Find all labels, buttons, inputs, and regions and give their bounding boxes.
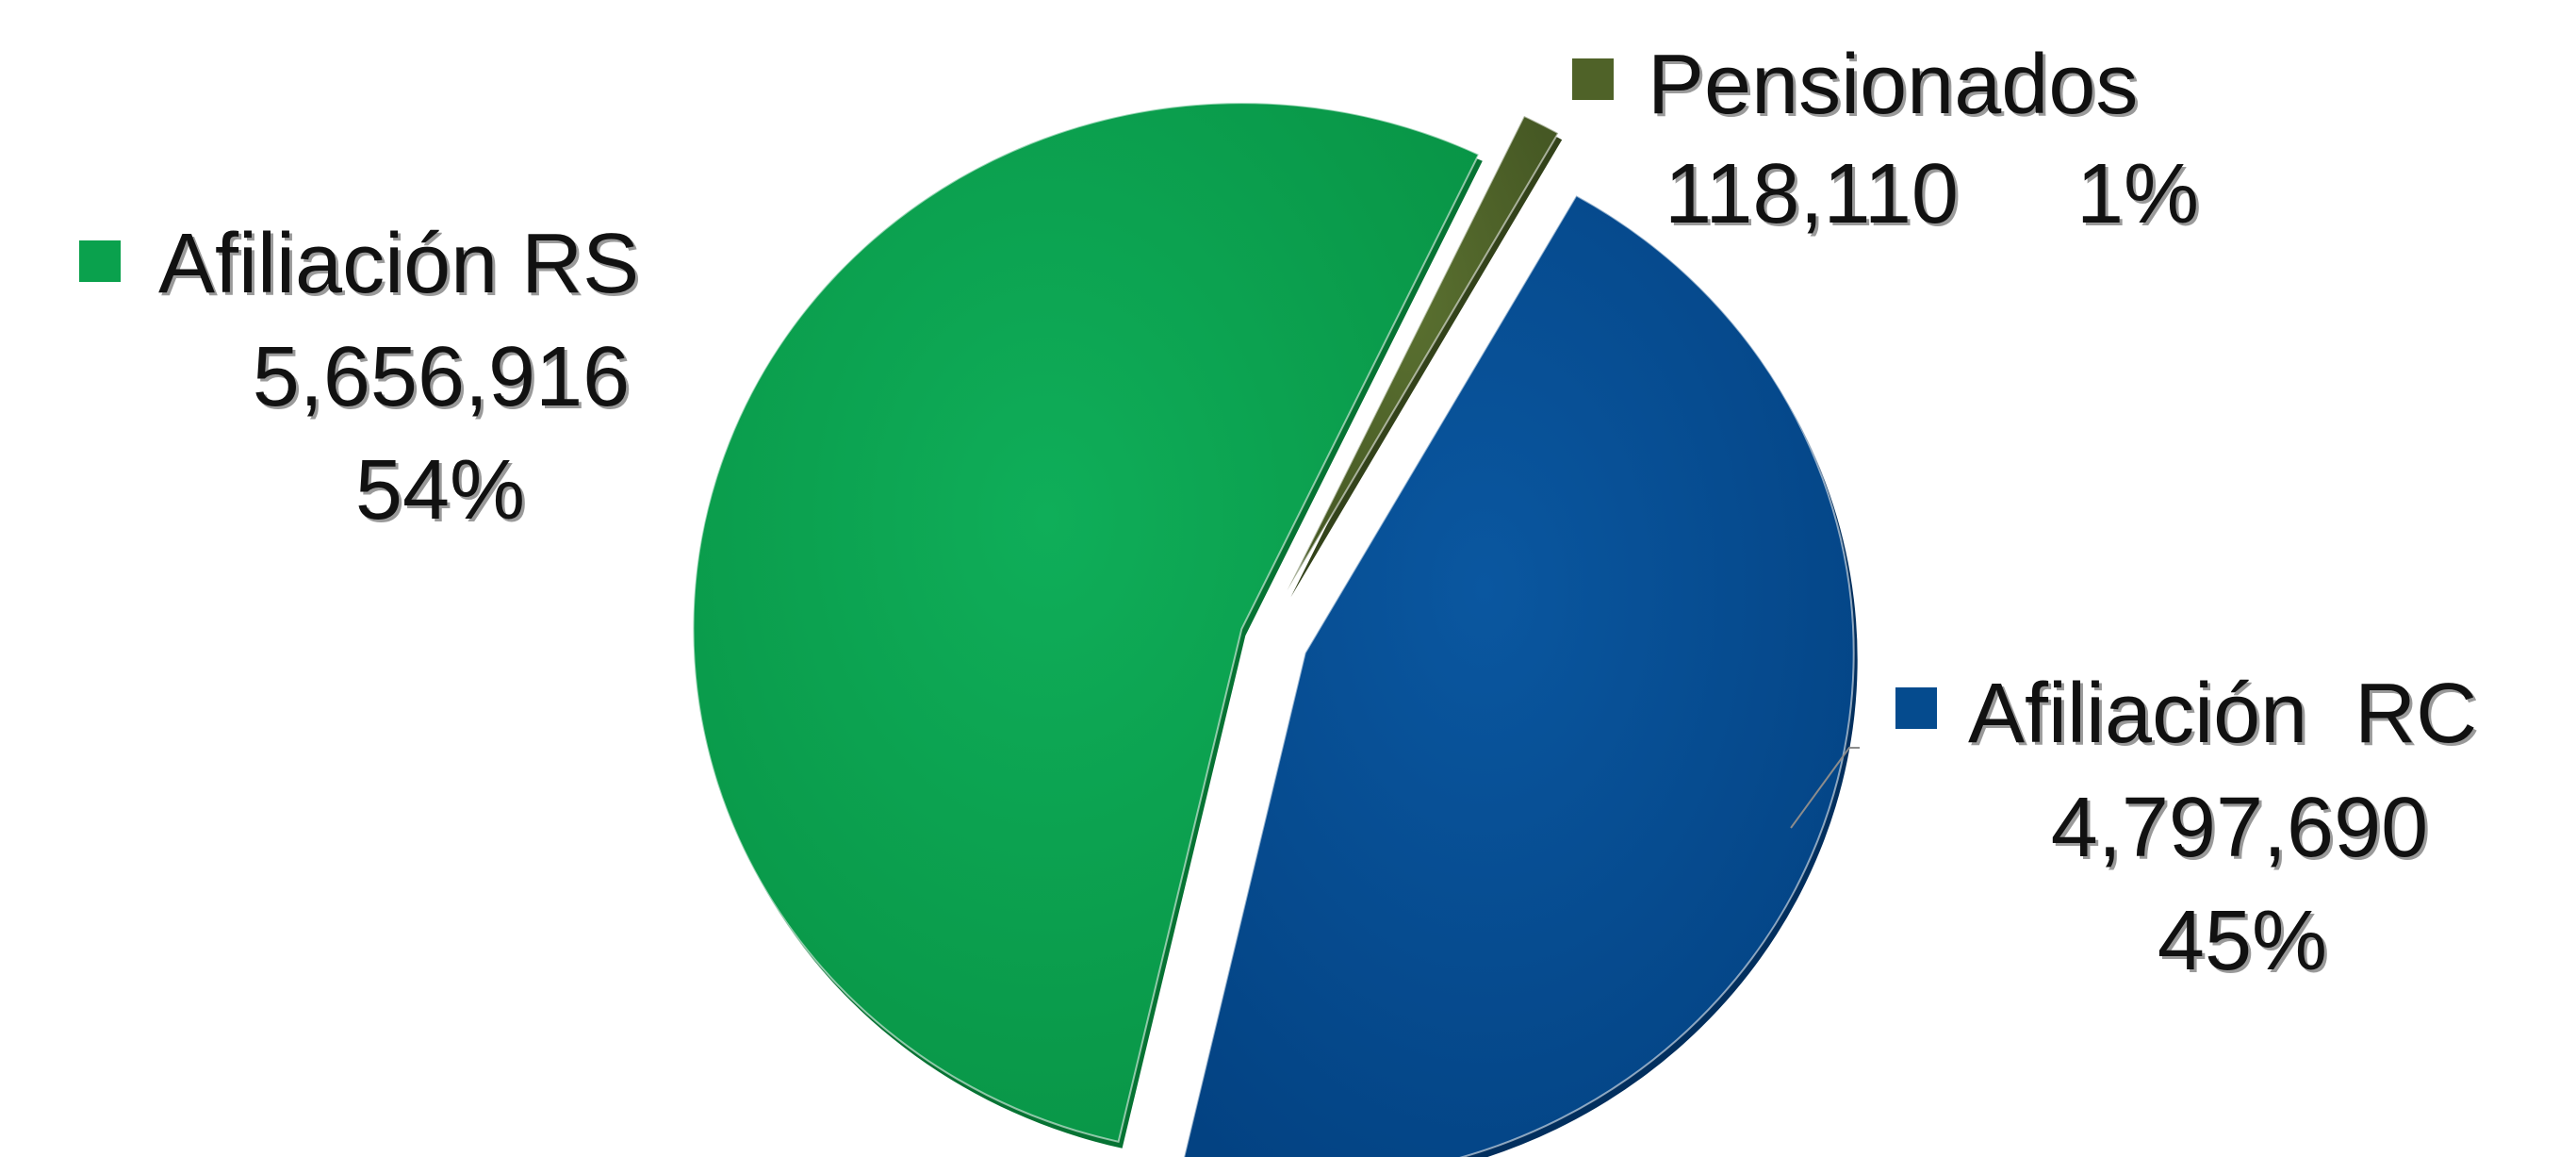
label-pensionados-percent-shadow: 1% [2079,150,2202,244]
pie-slice-rc [1183,194,1855,1157]
label-rs: Afiliación RS Afiliación RS 5,656,916 5,… [79,217,642,540]
label-rs-name: Afiliación RS [158,217,639,311]
label-rc-value-shadow: 4,797,690 [2054,784,2431,878]
label-rc-percent-shadow: 45% [2160,897,2330,991]
label-rs-name-shadow: Afiliación RS [161,220,642,314]
pie-slices [692,102,1858,1157]
pie-slice-rs [692,102,1481,1143]
label-rs-value-shadow: 5,656,916 [255,333,632,427]
label-rs-percent-shadow: 54% [358,446,528,540]
label-pensionados-value-shadow: 118,110 [1667,150,1961,244]
label-pensionados-name: Pensionados [1648,38,2138,132]
label-pensionados-name-shadow: Pensionados [1650,41,2141,135]
label-rc-name: Afiliación RC [1968,667,2477,761]
label-rc-name-shadow: Afiliación RC [1971,669,2480,764]
leader-line-rc [1790,747,1860,829]
label-pensionados: Pensionados Pensionados 118,110 118,110 … [1572,38,2202,244]
label-rc-percent: 45% [2158,894,2327,988]
legend-key-rs [79,240,121,282]
label-pensionados-percent: 1% [2076,147,2199,241]
label-rs-percent: 54% [355,443,525,537]
label-rc: Afiliación RC Afiliación RC 4,797,690 4,… [1895,667,2480,991]
legend-key-pensionados [1572,58,1614,100]
label-pensionados-value: 118,110 [1665,147,1959,241]
legend-key-rc [1895,687,1937,729]
pie-slice-pensionados [1286,114,1560,591]
label-rs-value: 5,656,916 [253,330,630,424]
label-rc-value: 4,797,690 [2051,781,2428,875]
